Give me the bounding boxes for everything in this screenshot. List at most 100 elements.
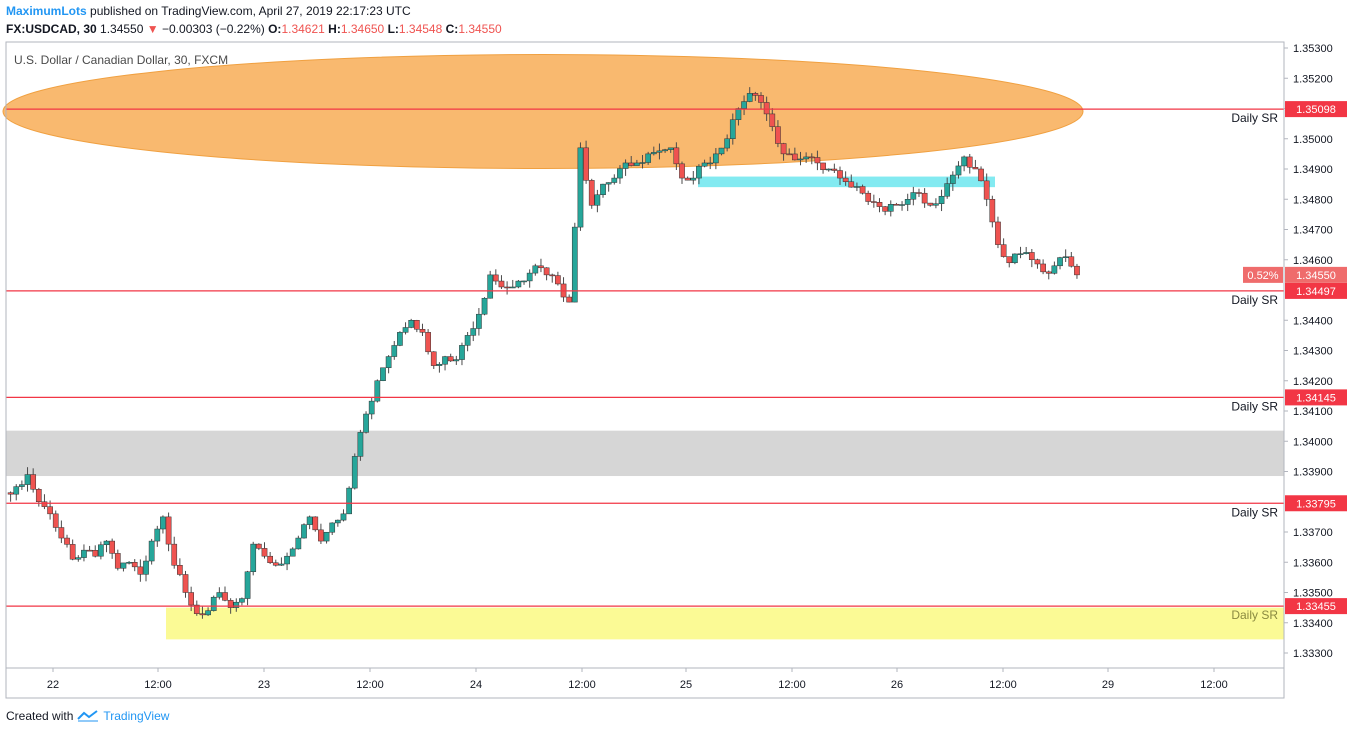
- candle[interactable]: [605, 182, 612, 192]
- candle[interactable]: [729, 113, 736, 145]
- candle[interactable]: [910, 186, 917, 206]
- candle[interactable]: [989, 195, 996, 228]
- candle[interactable]: [193, 600, 200, 616]
- candle[interactable]: [1034, 258, 1041, 269]
- candle[interactable]: [171, 536, 178, 569]
- candle[interactable]: [126, 561, 132, 565]
- candle[interactable]: [560, 277, 567, 302]
- candle[interactable]: [464, 332, 471, 352]
- candle[interactable]: [160, 515, 166, 534]
- candle[interactable]: [724, 134, 730, 152]
- candle[interactable]: [272, 559, 279, 567]
- candle[interactable]: [98, 541, 104, 560]
- candle[interactable]: [775, 120, 781, 148]
- candle[interactable]: [600, 183, 606, 198]
- candle[interactable]: [1017, 246, 1024, 259]
- candle[interactable]: [351, 453, 358, 490]
- candle[interactable]: [848, 174, 855, 188]
- candle[interactable]: [120, 562, 127, 572]
- candle[interactable]: [639, 154, 646, 169]
- candle[interactable]: [566, 294, 573, 303]
- candle[interactable]: [679, 161, 685, 184]
- candle[interactable]: [797, 151, 804, 166]
- candle[interactable]: [385, 355, 392, 374]
- candle[interactable]: [837, 166, 843, 185]
- candle[interactable]: [182, 570, 189, 598]
- candle[interactable]: [995, 216, 1001, 249]
- candle[interactable]: [983, 173, 990, 207]
- candle[interactable]: [487, 270, 494, 299]
- candle[interactable]: [425, 329, 431, 355]
- candle[interactable]: [24, 467, 31, 492]
- candle[interactable]: [295, 535, 302, 550]
- candle[interactable]: [30, 468, 37, 493]
- candle[interactable]: [19, 480, 25, 490]
- candle[interactable]: [662, 148, 668, 153]
- candle[interactable]: [250, 541, 257, 576]
- candle[interactable]: [713, 148, 719, 170]
- candle[interactable]: [684, 176, 691, 181]
- candle[interactable]: [340, 509, 347, 522]
- candle[interactable]: [887, 200, 894, 217]
- candle[interactable]: [103, 540, 110, 553]
- candle[interactable]: [148, 538, 155, 565]
- candle[interactable]: [792, 147, 798, 161]
- candle[interactable]: [69, 539, 76, 561]
- candle[interactable]: [921, 188, 928, 208]
- candle[interactable]: [58, 520, 65, 544]
- candle[interactable]: [538, 258, 544, 273]
- candle[interactable]: [842, 171, 849, 186]
- candle[interactable]: [154, 525, 161, 547]
- candle[interactable]: [357, 429, 364, 461]
- candle[interactable]: [492, 269, 499, 285]
- gray-zone[interactable]: [6, 430, 1284, 477]
- candle[interactable]: [667, 147, 674, 153]
- candle[interactable]: [978, 166, 984, 182]
- candle[interactable]: [1000, 238, 1007, 258]
- candle[interactable]: [222, 586, 228, 602]
- candle[interactable]: [402, 322, 409, 335]
- candle[interactable]: [413, 319, 420, 333]
- candle[interactable]: [690, 171, 697, 185]
- candle[interactable]: [904, 193, 911, 212]
- candle[interactable]: [1023, 246, 1030, 255]
- candle[interactable]: [949, 171, 956, 191]
- candle[interactable]: [1057, 256, 1063, 270]
- candle[interactable]: [583, 140, 589, 184]
- candle[interactable]: [447, 353, 454, 362]
- tradingview-brand[interactable]: TradingView: [103, 709, 170, 723]
- candle[interactable]: [933, 198, 939, 209]
- candle[interactable]: [323, 531, 330, 544]
- candle[interactable]: [278, 557, 285, 566]
- candle[interactable]: [780, 142, 787, 161]
- candle[interactable]: [650, 146, 657, 156]
- candle[interactable]: [555, 271, 561, 286]
- candle[interactable]: [769, 108, 776, 132]
- candle[interactable]: [346, 486, 352, 515]
- candle[interactable]: [645, 151, 652, 165]
- candle[interactable]: [927, 202, 934, 207]
- candle[interactable]: [504, 281, 510, 295]
- candle[interactable]: [165, 512, 172, 552]
- candle[interactable]: [284, 552, 290, 571]
- candle[interactable]: [239, 597, 245, 606]
- candle[interactable]: [470, 321, 477, 342]
- candle[interactable]: [75, 555, 82, 562]
- candle[interactable]: [301, 523, 307, 539]
- candle[interactable]: [92, 545, 99, 558]
- candle[interactable]: [481, 297, 488, 316]
- candle[interactable]: [244, 570, 251, 606]
- candle[interactable]: [718, 147, 725, 156]
- candle[interactable]: [13, 484, 20, 501]
- candle[interactable]: [306, 515, 313, 530]
- yellow-zone[interactable]: [166, 607, 1284, 640]
- candle[interactable]: [955, 161, 962, 179]
- candle[interactable]: [459, 342, 465, 366]
- candle[interactable]: [808, 153, 815, 165]
- candle[interactable]: [814, 150, 821, 171]
- candle[interactable]: [199, 606, 206, 619]
- candle[interactable]: [81, 544, 87, 562]
- candle[interactable]: [436, 362, 443, 373]
- candle[interactable]: [882, 206, 888, 216]
